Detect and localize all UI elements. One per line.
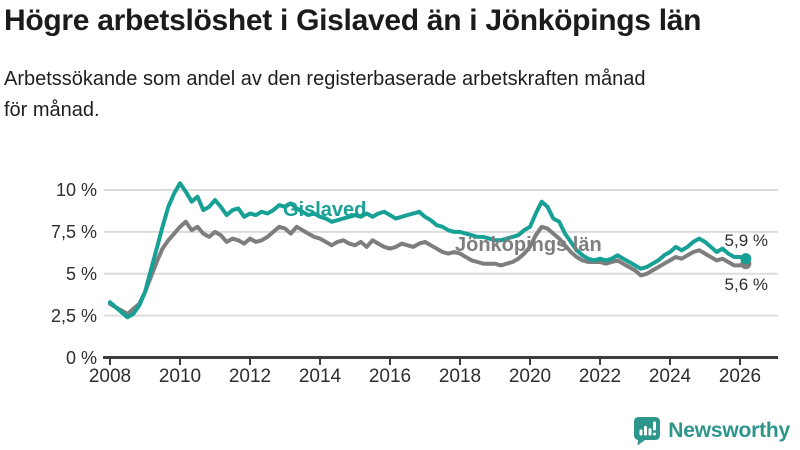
x-tick-label: 2016 [368, 366, 412, 387]
x-tick-label: 2026 [718, 366, 762, 387]
chart-subtitle: Arbetssökande som andel av den registerb… [4, 68, 646, 121]
y-tick-label: 10 % [55, 180, 97, 200]
x-tick-label: 2010 [158, 366, 202, 387]
newsworthy-wordmark: Newsworthy [668, 419, 790, 442]
series-label-jonkopings-lan: Jönköpings län [455, 234, 602, 256]
x-tick-label: 2022 [578, 366, 622, 387]
x-tick-label: 2008 [88, 366, 132, 387]
x-tick-label: 2020 [508, 366, 552, 387]
series-label-gislaved: Gislaved [283, 199, 367, 221]
chart-title: Högre arbetslöshet i Gislaved än i Jönkö… [4, 4, 702, 37]
newsworthy-bubble-chart-icon [634, 417, 661, 446]
end-value-jonkopings-lan: 5,6 % [724, 275, 768, 294]
y-tick-label: 5 % [65, 263, 97, 284]
y-tick-label: 2,5 % [50, 305, 97, 326]
y-tick-label: 0 % [65, 347, 97, 368]
series-line [108, 181, 748, 320]
x-tick-label: 2024 [648, 366, 692, 387]
end-value-gislaved: 5,9 % [724, 231, 768, 250]
x-tick-label: 2012 [228, 366, 272, 387]
series-end-dot [740, 253, 752, 265]
newsworthy-logo: Newsworthy [633, 416, 790, 446]
y-tick-label: 7,5 % [50, 221, 97, 242]
series-line [108, 219, 748, 316]
x-tick-label: 2014 [298, 366, 342, 387]
x-tick-label: 2018 [438, 366, 482, 387]
